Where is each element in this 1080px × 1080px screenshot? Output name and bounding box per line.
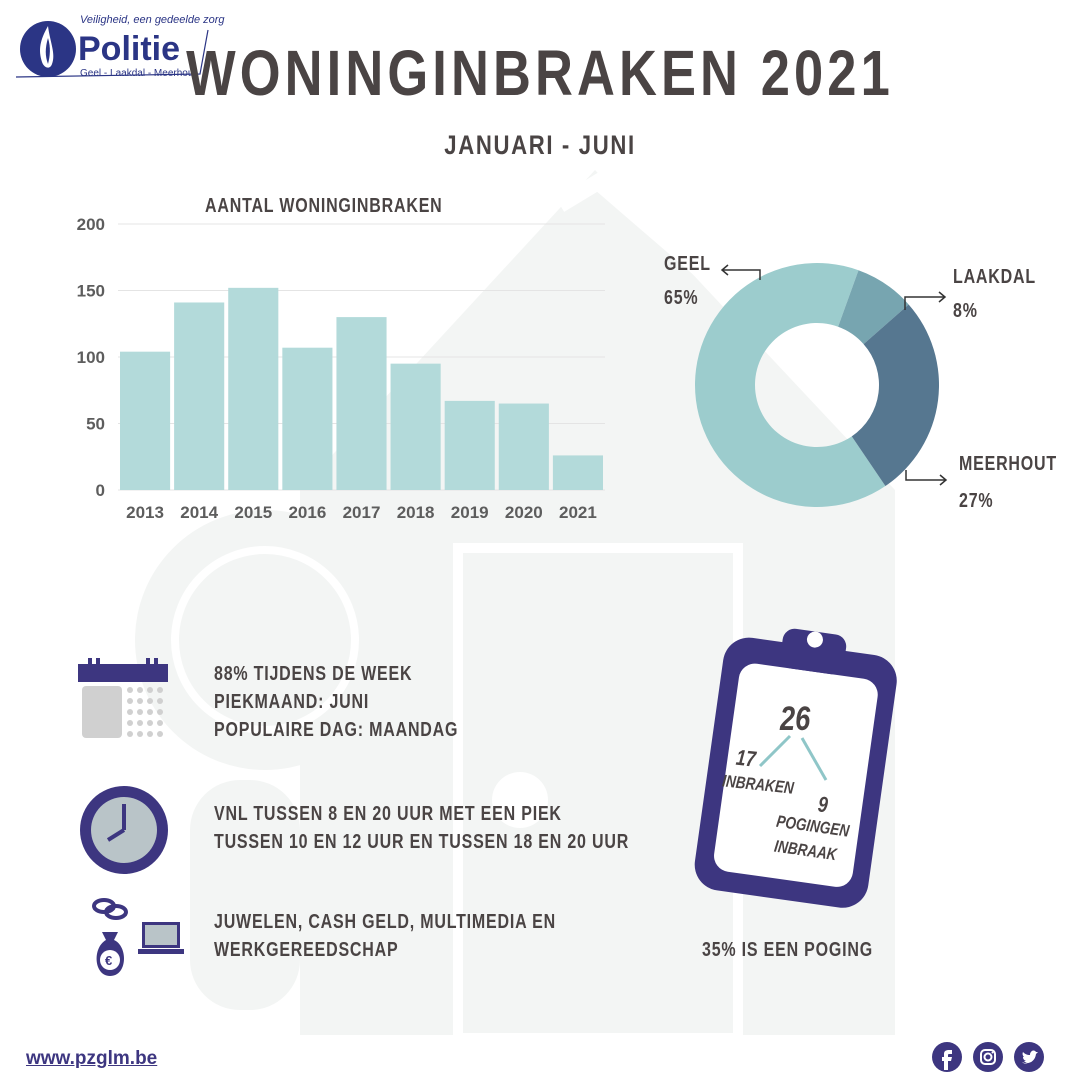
fact-popular-day: POPULAIRE DAG: MAANDAG <box>214 719 459 741</box>
page-title: WONINGINBRAKEN 2021 <box>186 37 894 109</box>
meerhout-value-wrap: 27% <box>959 487 1002 515</box>
bar-chart-title: AANTAL WONINGINBRAKEN <box>205 195 443 217</box>
x-tick-label: 2017 <box>343 503 381 522</box>
logo-wordmark: Politie <box>78 30 181 68</box>
svg-text:€: € <box>105 953 112 968</box>
logo-region: Geel - Laakdal - Meerhout <box>80 68 197 79</box>
laakdal-value-wrap: 8% <box>953 297 984 325</box>
x-tick-label: 2020 <box>505 503 543 522</box>
laakdal-label-wrap: LAAKDAL <box>953 263 1057 291</box>
slice-label-arrow <box>904 291 947 310</box>
slice-meerhout <box>851 304 939 487</box>
bar-chart-title-wrap: AANTAL WONINGINBRAKEN <box>205 192 502 220</box>
y-tick-label: 0 <box>96 481 105 500</box>
y-tick-label: 150 <box>77 282 105 301</box>
x-tick-label: 2016 <box>288 503 326 522</box>
x-tick-label: 2021 <box>559 503 597 522</box>
fact-stolen-1: JUWELEN, CASH GELD, MULTIMEDIA EN <box>214 911 556 933</box>
geel-label: GEEL <box>664 253 711 275</box>
website-link[interactable]: www.pzglm.be <box>26 1048 158 1069</box>
stolen-facts: JUWELEN, CASH GELD, MULTIMEDIA EN WERKGE… <box>214 908 641 964</box>
fact-time-1: VNL TUSSEN 8 EN 20 UUR MET EEN PIEK <box>214 803 562 825</box>
laakdal-value: 8% <box>953 300 978 322</box>
geel-value: 65% <box>664 287 699 309</box>
slice-geel <box>694 262 886 507</box>
clipboard-total: 26 <box>780 700 811 738</box>
x-tick-label: 2019 <box>451 503 489 522</box>
fact-weekdays: 88% TIJDENS DE WEEK <box>214 663 413 685</box>
geel-label-wrap: GEEL <box>664 250 722 278</box>
clipboard-caption: 35% IS EEN POGING <box>702 939 873 961</box>
meerhout-value: 27% <box>959 490 994 512</box>
bar-2021 <box>552 455 603 490</box>
laakdal-label: LAAKDAL <box>953 266 1036 288</box>
page-subtitle: JANUARI - JUNI <box>444 130 636 160</box>
logo-swoosh <box>15 29 209 78</box>
bar-2015 <box>228 287 279 490</box>
clipboard-burglaries-count: 17 <box>734 744 757 772</box>
bar-2017 <box>336 317 387 490</box>
bar-2019 <box>444 400 495 490</box>
bar-chart: 0 50 100 150 200 2013 2014 2015 2016 2017 2018 2019… <box>77 215 605 522</box>
meerhout-label: MEERHOUT <box>959 453 1057 475</box>
bar-2018 <box>390 363 441 490</box>
clipboard-total-wrap: 26 <box>780 700 818 739</box>
x-tick-label: 2018 <box>397 503 435 522</box>
geel-value-wrap: 65% <box>664 284 707 312</box>
fact-peak-month: PIEKMAAND: JUNI <box>214 691 370 713</box>
bar-2016 <box>282 347 333 490</box>
donut-chart <box>694 262 948 507</box>
bar-2020 <box>498 403 549 490</box>
fact-stolen-2: WERKGEREEDSCHAP <box>214 939 399 961</box>
time-facts: VNL TUSSEN 8 EN 20 UUR MET EEN PIEK TUSS… <box>214 800 733 856</box>
clipboard-caption-wrap: 35% IS EEN POGING <box>702 936 916 964</box>
clipboard-burglaries-count-wrap: 17 <box>735 745 762 773</box>
calendar-icon <box>78 658 168 738</box>
x-tick-label: 2014 <box>180 503 218 522</box>
logo-tagline: Veiligheid, een gedeelde zorg <box>80 14 225 26</box>
when-facts: 88% TIJDENS DE WEEK PIEKMAAND: JUNI POPU… <box>214 660 519 744</box>
slice-label-arrow <box>720 264 761 280</box>
rings-money-laptop-icon: € <box>92 898 184 976</box>
y-tick-label: 200 <box>77 215 105 234</box>
facebook-icon[interactable] <box>932 1042 962 1072</box>
slice-label-arrow <box>905 470 948 486</box>
twitter-icon[interactable] <box>1014 1042 1044 1072</box>
y-tick-label: 50 <box>86 415 105 434</box>
clipboard-attempts-count: 9 <box>816 791 830 818</box>
police-flame-emblem-icon <box>20 21 76 77</box>
x-tick-label: 2015 <box>234 503 272 522</box>
clipboard-icon <box>694 628 897 908</box>
clock-icon <box>80 786 168 874</box>
y-tick-label: 100 <box>77 348 105 367</box>
slice-laakdal <box>838 270 909 345</box>
bar-2014 <box>174 302 225 490</box>
fact-time-2: TUSSEN 10 EN 12 UUR EN TUSSEN 18 EN 20 U… <box>214 831 630 853</box>
clipboard-branch-lines <box>758 734 828 781</box>
x-tick-label: 2013 <box>126 503 164 522</box>
meerhout-label-wrap: MEERHOUT <box>959 450 1080 478</box>
instagram-icon[interactable] <box>973 1042 1003 1072</box>
bar-2013 <box>120 351 171 490</box>
